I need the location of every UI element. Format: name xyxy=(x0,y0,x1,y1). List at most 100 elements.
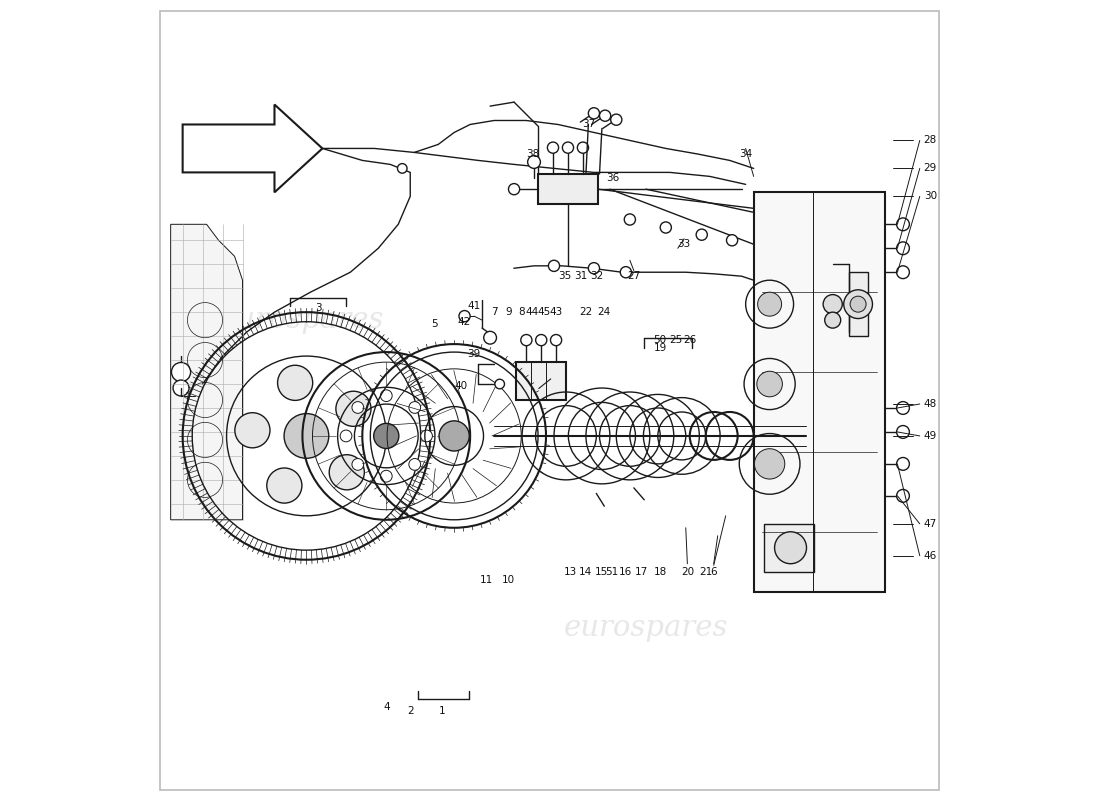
Circle shape xyxy=(755,449,784,479)
Circle shape xyxy=(844,290,872,318)
Circle shape xyxy=(896,426,910,438)
Circle shape xyxy=(340,430,352,442)
Text: 38: 38 xyxy=(526,149,539,159)
Text: 17: 17 xyxy=(635,566,649,577)
Circle shape xyxy=(381,390,393,402)
Text: 10: 10 xyxy=(502,574,515,585)
Circle shape xyxy=(757,371,782,397)
Text: 43: 43 xyxy=(550,307,563,317)
Circle shape xyxy=(850,296,866,312)
Text: 28: 28 xyxy=(924,135,937,146)
Circle shape xyxy=(284,414,329,458)
Circle shape xyxy=(896,242,910,254)
Circle shape xyxy=(758,292,782,316)
Circle shape xyxy=(588,262,600,274)
Text: 40: 40 xyxy=(454,381,467,390)
Text: 13: 13 xyxy=(563,566,576,577)
Text: eurospares: eurospares xyxy=(220,306,385,334)
Text: 49: 49 xyxy=(924,431,937,441)
Circle shape xyxy=(562,142,573,154)
Text: 37: 37 xyxy=(582,119,595,130)
Circle shape xyxy=(234,413,270,448)
Circle shape xyxy=(520,334,532,346)
Text: 47: 47 xyxy=(924,518,937,529)
Text: 9: 9 xyxy=(505,307,512,317)
Text: 19: 19 xyxy=(653,343,667,353)
Text: 30: 30 xyxy=(924,191,937,202)
Text: 48: 48 xyxy=(924,399,937,409)
Text: 45: 45 xyxy=(537,307,550,317)
Text: 32: 32 xyxy=(590,271,603,282)
Text: 44: 44 xyxy=(526,307,539,317)
Text: 21: 21 xyxy=(700,566,713,577)
Circle shape xyxy=(277,366,312,400)
Text: 14: 14 xyxy=(580,566,593,577)
Polygon shape xyxy=(170,224,242,520)
Circle shape xyxy=(267,468,301,503)
Bar xyxy=(848,272,869,336)
Circle shape xyxy=(660,222,671,233)
Circle shape xyxy=(696,229,707,240)
Circle shape xyxy=(495,379,505,389)
Circle shape xyxy=(726,234,738,246)
Circle shape xyxy=(550,334,562,346)
Circle shape xyxy=(600,110,610,122)
Text: 15: 15 xyxy=(595,566,608,577)
Bar xyxy=(754,192,886,592)
Circle shape xyxy=(336,391,371,426)
Text: 35: 35 xyxy=(558,271,571,282)
Text: 25: 25 xyxy=(670,335,683,345)
Circle shape xyxy=(825,312,840,328)
Text: 18: 18 xyxy=(653,566,667,577)
Text: 6: 6 xyxy=(711,566,717,577)
Text: 4: 4 xyxy=(383,702,389,713)
Circle shape xyxy=(578,142,588,154)
Circle shape xyxy=(352,402,364,414)
Text: 5: 5 xyxy=(431,319,438,329)
Circle shape xyxy=(374,423,399,449)
Circle shape xyxy=(381,470,393,482)
Text: eurospares: eurospares xyxy=(563,614,728,642)
Bar xyxy=(538,174,598,204)
Text: 46: 46 xyxy=(924,550,937,561)
Text: 50: 50 xyxy=(653,335,667,345)
Circle shape xyxy=(409,402,420,414)
Circle shape xyxy=(549,260,560,271)
Circle shape xyxy=(896,458,910,470)
Circle shape xyxy=(420,430,432,442)
Text: 34: 34 xyxy=(739,149,752,159)
Circle shape xyxy=(484,331,496,344)
Circle shape xyxy=(528,156,540,169)
Text: 27: 27 xyxy=(627,271,640,282)
Circle shape xyxy=(588,108,600,119)
Text: 22: 22 xyxy=(580,307,593,317)
Circle shape xyxy=(610,114,621,126)
Text: 42: 42 xyxy=(458,317,471,326)
Text: 39: 39 xyxy=(468,349,481,358)
Circle shape xyxy=(397,164,407,173)
Circle shape xyxy=(774,532,806,564)
Circle shape xyxy=(896,218,910,230)
Circle shape xyxy=(536,334,547,346)
Text: 29: 29 xyxy=(924,163,937,174)
Polygon shape xyxy=(183,105,322,192)
Text: 3: 3 xyxy=(315,303,321,313)
Circle shape xyxy=(896,490,910,502)
Circle shape xyxy=(508,183,519,194)
Circle shape xyxy=(620,266,631,278)
Circle shape xyxy=(409,458,420,470)
Text: 31: 31 xyxy=(574,271,587,282)
Text: 7: 7 xyxy=(491,307,497,317)
Circle shape xyxy=(548,142,559,154)
Text: 24: 24 xyxy=(597,307,611,317)
Text: 33: 33 xyxy=(678,239,691,250)
Circle shape xyxy=(352,458,364,470)
Bar xyxy=(517,362,566,400)
Circle shape xyxy=(329,454,364,490)
Bar xyxy=(764,524,814,572)
Text: 41: 41 xyxy=(468,301,481,310)
Text: 26: 26 xyxy=(683,335,696,345)
Text: 1: 1 xyxy=(439,706,446,717)
Circle shape xyxy=(823,294,843,314)
Text: 51: 51 xyxy=(606,566,619,577)
